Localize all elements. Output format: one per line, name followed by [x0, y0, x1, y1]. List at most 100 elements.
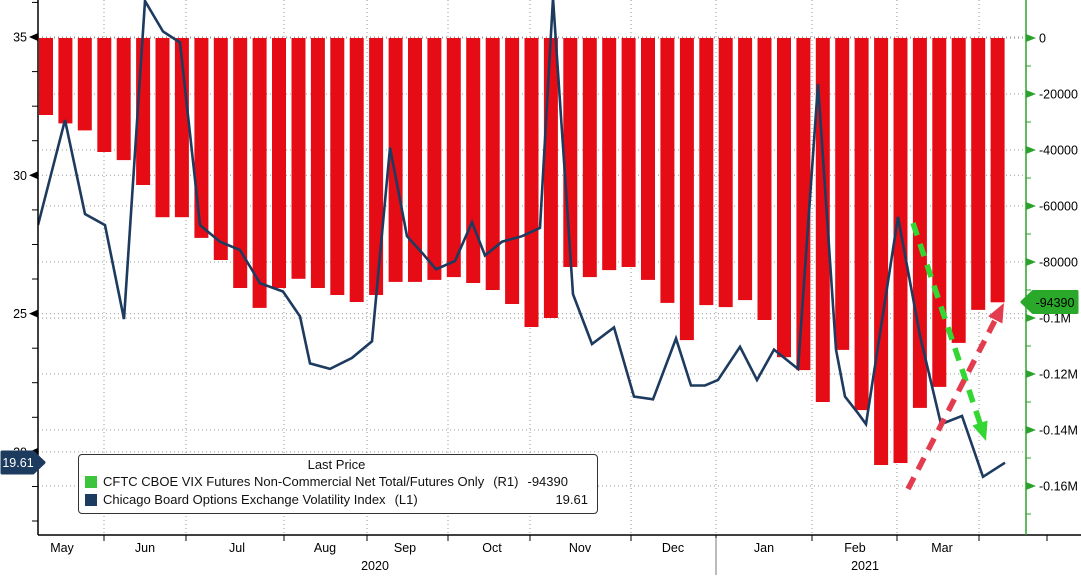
right-axis-label: -20000 — [1039, 88, 1078, 102]
bar — [97, 38, 112, 152]
bar — [796, 38, 811, 371]
vix-axis-tag: (L1) — [394, 492, 418, 507]
bar — [427, 38, 442, 280]
cftc-series-swatch — [85, 476, 97, 488]
month-label: Oct — [482, 541, 502, 555]
left-axis: 35302520 — [13, 1, 38, 522]
bar — [621, 38, 636, 267]
right-axis-label: -80000 — [1039, 256, 1078, 270]
left-axis-label: 35 — [13, 31, 27, 45]
left-tick-arrow — [29, 171, 38, 180]
axes — [37, 0, 1081, 536]
bar — [291, 38, 306, 279]
cftc-axis-tag: (R1) — [493, 474, 519, 489]
bar — [757, 38, 772, 320]
bar — [310, 38, 325, 288]
month-label: Jul — [229, 541, 245, 555]
bar — [446, 38, 461, 278]
right-axis-label: -0.16M — [1039, 480, 1078, 494]
vix-last-value: 19.61 — [555, 492, 588, 507]
bar — [854, 38, 869, 411]
month-label: Jan — [754, 541, 774, 555]
bar — [835, 38, 850, 350]
bar — [213, 38, 228, 260]
bar — [58, 38, 73, 124]
year-label: 2020 — [361, 559, 389, 573]
legend-row-cftc: CFTC CBOE VIX Futures Non-Commercial Net… — [85, 473, 588, 491]
right-tick-arrow — [1026, 34, 1036, 42]
cftc-series-label: CFTC CBOE VIX Futures Non-Commercial Net… — [103, 474, 485, 489]
right-axis-label: -0.14M — [1039, 424, 1078, 438]
vix-series-swatch — [85, 494, 97, 506]
bar — [505, 38, 520, 304]
arrow-head — [972, 420, 988, 441]
bar — [874, 38, 889, 465]
bar — [602, 38, 617, 271]
bar — [369, 38, 384, 295]
bar — [971, 38, 986, 310]
month-label: Feb — [844, 541, 866, 555]
bar — [679, 38, 694, 341]
cftc-last-value-badge: -94390 — [1020, 290, 1079, 314]
right-tick-arrow — [1026, 202, 1036, 210]
legend-box: Last Price CFTC CBOE VIX Futures Non-Com… — [78, 454, 598, 514]
badge-shape — [1020, 290, 1079, 314]
bar — [408, 38, 422, 282]
cftc-last-value: -94390 — [527, 474, 568, 489]
badge-text: -94390 — [1036, 296, 1075, 310]
month-label: Jun — [135, 541, 155, 555]
bar — [990, 38, 1005, 303]
badge-text: 19.61 — [2, 456, 33, 470]
bar — [233, 38, 248, 288]
left-axis-label: 25 — [13, 307, 27, 321]
right-axis-label: -0.12M — [1039, 368, 1078, 382]
arrow-head — [988, 303, 1004, 324]
bar — [951, 38, 966, 343]
bar — [194, 38, 209, 238]
right-axis-label: -60000 — [1039, 200, 1078, 214]
bar — [893, 38, 908, 463]
month-label: Dec — [662, 541, 684, 555]
month-label: May — [50, 541, 74, 555]
vix-line — [38, 0, 1006, 479]
month-label: Aug — [314, 541, 336, 555]
right-axis: 0 -20000 -40000 -60000 -80000 -0.1M -0.12M -0.1… — [1026, 32, 1078, 515]
left-tick-arrow — [29, 309, 38, 318]
right-tick-arrow — [1026, 146, 1036, 154]
right-axis-label: -40000 — [1039, 144, 1078, 158]
legend-title: Last Price — [307, 457, 366, 472]
red-arrow-annotation — [905, 303, 1004, 491]
month-label: Mar — [931, 541, 953, 555]
vix-series-label: Chicago Board Options Exchange Volatilit… — [103, 492, 386, 507]
bar — [524, 38, 539, 327]
bar — [641, 38, 655, 280]
bar — [582, 38, 597, 278]
bar — [155, 38, 170, 218]
bar — [932, 38, 947, 387]
bar — [349, 38, 364, 302]
bar — [466, 38, 481, 283]
bar — [660, 38, 675, 303]
right-tick-arrow — [1026, 426, 1036, 434]
right-tick-arrow — [1026, 370, 1036, 378]
cftc-bars-series — [39, 38, 1005, 465]
left-tick-arrow — [29, 33, 38, 41]
right-tick-arrow — [1026, 314, 1036, 322]
vix-line-series — [38, 0, 1006, 479]
legend-row-vix: Chicago Board Options Exchange Volatilit… — [85, 491, 588, 509]
bar — [272, 38, 286, 288]
green-arrow-annotation — [910, 222, 988, 441]
bar — [777, 38, 791, 358]
x-axis: May Jun Jul Aug Sep Oct Nov Dec Jan Feb Mar 2020 202… — [50, 535, 1048, 575]
bar — [388, 38, 403, 282]
bar — [543, 38, 558, 318]
bar — [252, 38, 267, 308]
arrow-shaft — [905, 313, 1001, 491]
vix-last-price-badge: 19.61 — [0, 450, 46, 475]
bar — [718, 38, 733, 308]
right-axis-label: 0 — [1039, 32, 1046, 46]
right-tick-arrow — [1026, 258, 1036, 266]
bar — [699, 38, 714, 306]
